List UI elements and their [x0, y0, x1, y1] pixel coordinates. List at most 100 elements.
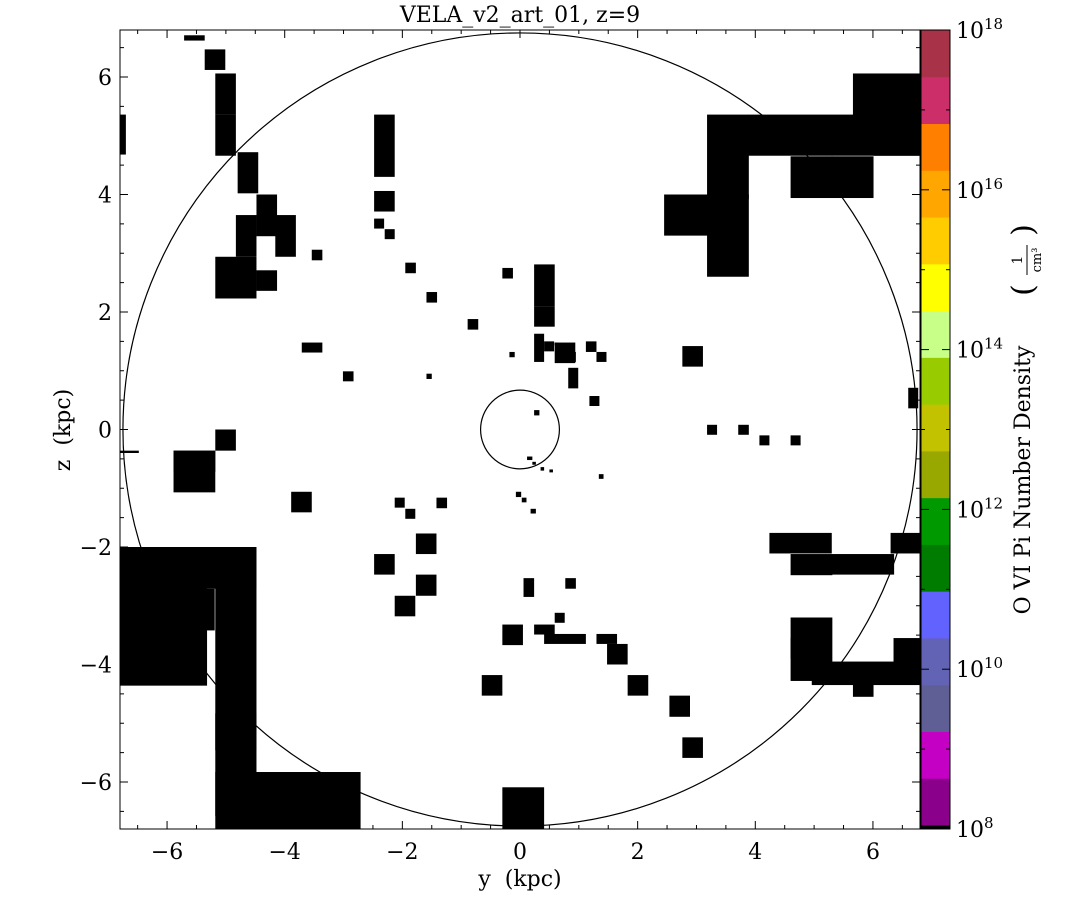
x-tick-label: 0 — [513, 840, 527, 865]
density-cell — [374, 114, 395, 177]
colorbar-ticks: 108 1010 1012 1014 1016 1018 — [921, 15, 1003, 843]
colorbar-segment — [921, 30, 950, 78]
density-cell — [890, 532, 920, 554]
density-cell — [682, 346, 703, 367]
colorbar-segment — [921, 684, 950, 732]
x-axis-ticks: −6 −4 −2 0 2 4 6 — [137, 30, 903, 865]
density-cell — [342, 371, 354, 382]
density-cell — [521, 497, 527, 503]
density-cell — [405, 508, 416, 519]
density-cell — [215, 547, 257, 794]
colorbar-tick-label: 1012 — [956, 494, 1003, 523]
density-cell — [502, 787, 545, 829]
density-cell — [585, 341, 597, 352]
colorbar-tick-label: 1018 — [956, 15, 1003, 44]
density-cell — [544, 633, 586, 644]
density-cell — [426, 292, 438, 303]
density-cell — [235, 215, 257, 257]
colorbar-segment — [921, 544, 950, 592]
density-cell — [769, 532, 832, 554]
colorbar-segment — [921, 637, 950, 686]
density-cell — [596, 633, 618, 644]
density-cell — [596, 351, 607, 362]
density-cell — [532, 461, 536, 465]
density-cell — [912, 94, 920, 115]
density-cell — [627, 675, 649, 696]
density-cell — [549, 469, 553, 473]
density-cell — [790, 554, 833, 576]
circle-inner — [479, 389, 561, 470]
density-cell — [908, 387, 919, 409]
density-cell — [565, 578, 576, 589]
colorbar-segment — [921, 263, 950, 312]
density-cell — [215, 713, 257, 751]
density-cell — [852, 73, 920, 117]
x-tick-label: −4 — [268, 840, 300, 865]
colorbar-tick-label: 1016 — [956, 175, 1003, 204]
density-cell — [215, 429, 236, 451]
density-cell — [509, 351, 515, 358]
colorbar-segment — [921, 450, 950, 499]
density-cell — [173, 450, 216, 493]
colorbar-label: O VI Pi Number Density ( 1 cm³ ) — [1006, 224, 1045, 614]
density-cell — [467, 319, 479, 330]
density-cell — [405, 262, 416, 274]
colorbar-segment — [921, 404, 950, 452]
density-cell — [534, 410, 540, 416]
density-cell — [534, 333, 545, 362]
density-cell — [530, 508, 536, 514]
density-cell — [852, 679, 874, 697]
density-cell — [682, 737, 703, 758]
density-cell — [707, 424, 718, 435]
density-cell — [515, 491, 522, 498]
chart-title: VELA_v2_art_01, z=9 — [399, 3, 640, 28]
density-cell — [527, 456, 533, 461]
colorbar-tick-label: 108 — [956, 814, 994, 843]
density-cell — [565, 351, 576, 362]
density-cell — [120, 450, 139, 453]
y-tick-label: −6 — [80, 771, 112, 796]
plot-area: −6 −4 −2 0 2 4 6 −6 −4 −2 0 2 4 6 — [80, 29, 921, 865]
density-cell — [669, 695, 690, 717]
density-cell — [502, 267, 513, 279]
density-cell — [204, 49, 226, 70]
y-tick-label: −4 — [80, 654, 112, 679]
density-cell — [534, 306, 555, 327]
density-cell — [237, 152, 259, 194]
colorbar — [921, 30, 950, 829]
colorbar-unit-close: ) — [1006, 224, 1041, 236]
y-axis-ticks: −6 −4 −2 0 2 4 6 — [80, 47, 920, 812]
colorbar-unit-numerator: 1 — [1010, 256, 1026, 265]
density-cell — [415, 533, 437, 555]
density-cell — [540, 467, 545, 471]
density-cell — [301, 342, 323, 353]
colorbar-unit-denominator: cm³ — [1030, 248, 1045, 273]
density-cell — [374, 190, 395, 212]
density-cell — [790, 638, 812, 659]
density-cell — [215, 73, 236, 115]
density-cell — [707, 114, 749, 200]
y-tick-label: −2 — [80, 536, 112, 561]
colorbar-unit: ( 1 cm³ ) — [1006, 224, 1045, 296]
density-cell — [554, 342, 558, 346]
x-tick-label: −2 — [386, 840, 418, 865]
colorbar-segment — [921, 217, 950, 265]
density-cell — [426, 373, 432, 379]
density-cell — [831, 554, 895, 575]
density-cell — [589, 396, 600, 406]
density-cell — [275, 215, 296, 257]
density-cells — [120, 35, 920, 829]
density-cell — [759, 435, 770, 446]
density-cell — [738, 424, 749, 435]
density-cell — [394, 497, 405, 508]
colorbar-segment — [921, 497, 950, 545]
density-cell — [215, 256, 257, 299]
colorbar-segment — [921, 357, 950, 405]
density-cell — [568, 367, 579, 389]
x-tick-label: 4 — [748, 840, 762, 865]
density-cell — [256, 194, 278, 237]
density-cell — [384, 229, 395, 240]
colorbar-unit-open: ( — [1006, 284, 1041, 296]
density-cell — [311, 249, 323, 261]
